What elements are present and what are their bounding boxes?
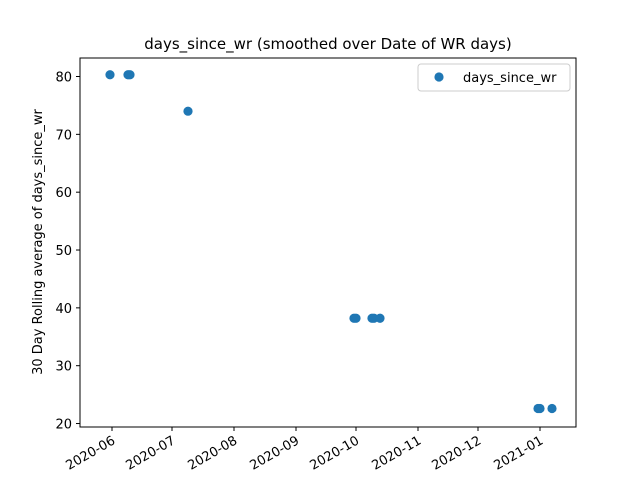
data-point <box>183 106 193 116</box>
y-axis-label: 30 Day Rolling average of days_since_wr <box>31 108 46 374</box>
data-points <box>105 70 557 414</box>
y-tick-label: 80 <box>55 71 72 86</box>
y-tick-label: 40 <box>55 302 72 317</box>
data-point <box>125 70 135 80</box>
y-tick-label: 50 <box>55 244 72 259</box>
legend-marker <box>434 72 444 82</box>
data-point <box>105 70 115 80</box>
data-point <box>375 313 385 323</box>
legend: days_since_wr <box>417 63 571 92</box>
y-axis: 20 30 40 50 60 70 80 <box>55 71 80 433</box>
y-tick-label: 30 <box>55 360 72 375</box>
data-point <box>535 403 545 414</box>
legend-box <box>417 63 571 92</box>
y-tick-label: 60 <box>55 186 72 201</box>
y-tick-label: 70 <box>55 128 72 143</box>
y-tick-label: 20 <box>55 418 72 433</box>
plot-frame <box>79 57 577 428</box>
data-point <box>547 403 557 414</box>
chart-title: days_since_wr (smoothed over Date of WR … <box>144 35 511 54</box>
legend-label: days_since_wr <box>463 71 557 86</box>
data-point <box>351 313 361 323</box>
